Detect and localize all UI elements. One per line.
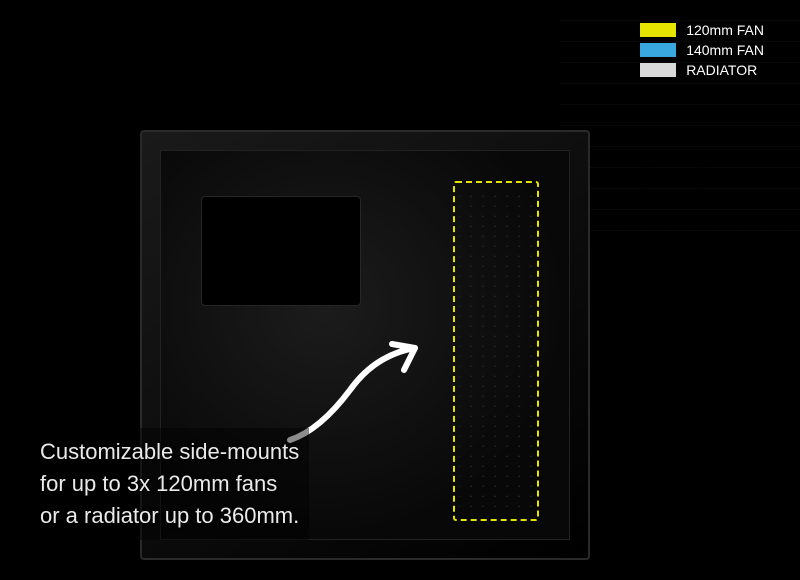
compat-bar-top_rad360 — [152, 102, 542, 122]
side-mount-mesh — [459, 187, 533, 515]
compat-bar-left_fan120 — [78, 194, 98, 324]
legend-label: 120mm FAN — [686, 22, 764, 38]
compat-bar-right_rad360 — [636, 148, 656, 538]
legend-label: RADIATOR — [686, 62, 757, 78]
legend-row-120fan: 120mm FAN — [640, 22, 764, 38]
compat-bar-right_fan140 — [714, 148, 734, 438]
bar-label: 120mm — [102, 202, 118, 249]
motherboard-cutout — [201, 196, 361, 306]
caption-line: for up to 3x 120mm fans — [40, 468, 299, 500]
bar-label: 360mm — [160, 104, 207, 120]
legend-label: 140mm FAN — [686, 42, 764, 58]
bar-label: 360mm — [638, 156, 654, 203]
legend-row-radiator: RADIATOR — [640, 62, 764, 78]
legend: 120mm FAN 140mm FAN RADIATOR — [640, 22, 764, 82]
bar-label: 280mm — [694, 156, 710, 203]
compat-bar-top_fan140 — [152, 28, 442, 48]
compat-bar-right_fan120 — [658, 148, 678, 538]
caption-line: or a radiator up to 360mm. — [40, 500, 299, 532]
compat-bar-top_fan120 — [152, 80, 542, 100]
legend-swatch — [640, 63, 676, 77]
bar-label: 280mm — [160, 52, 207, 68]
legend-row-140fan: 140mm FAN — [640, 42, 764, 58]
caption-text: Customizable side-mounts for up to 3x 12… — [40, 428, 309, 540]
legend-swatch — [640, 43, 676, 57]
side-mount-highlight — [453, 181, 539, 521]
caption-line: Customizable side-mounts — [40, 436, 299, 468]
legend-swatch — [640, 23, 676, 37]
